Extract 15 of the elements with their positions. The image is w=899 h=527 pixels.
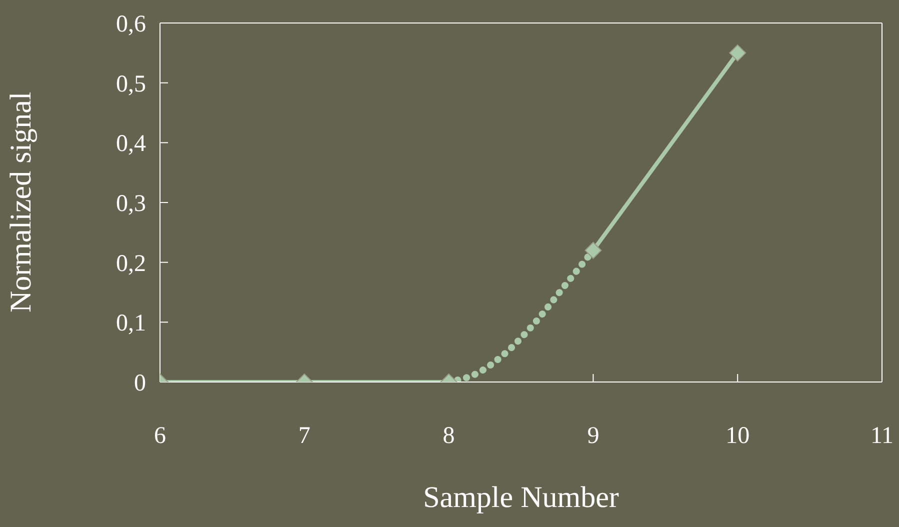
y-tick-label: 0,3: [116, 191, 146, 218]
x-tick-label: 8: [442, 423, 455, 450]
y-tick-label: 0,6: [116, 12, 146, 38]
y-tick-label: 0,5: [116, 71, 146, 98]
y-tick-label: 0: [134, 370, 146, 397]
y-tick-label: 0,2: [116, 250, 146, 277]
x-tick-label: 6: [154, 423, 166, 450]
x-tick-label: 10: [726, 423, 750, 450]
y-axis-title: Normalized signal: [4, 92, 38, 312]
x-tick-label: 7: [298, 423, 310, 450]
y-tick-label: 0,4: [116, 131, 146, 158]
x-axis-title: Sample Number: [423, 481, 619, 514]
x-tick-label: 9: [587, 423, 600, 450]
y-tick-label: 0,1: [116, 310, 146, 337]
x-tick-label: 11: [870, 423, 894, 450]
